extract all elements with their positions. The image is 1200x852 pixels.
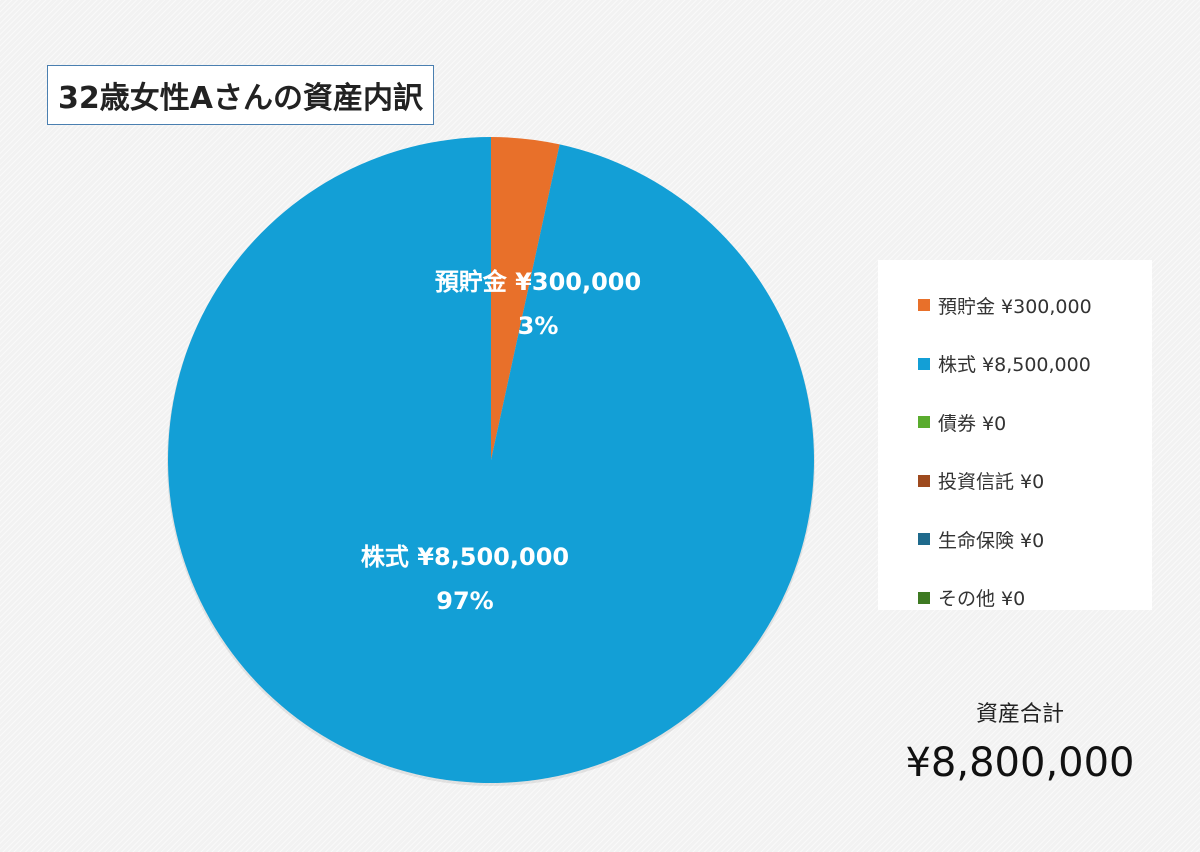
data-label-savings: 預貯金 ¥300,000 [435,268,641,296]
legend-label-savings: 預貯金 ¥300,000 [938,295,1092,318]
legend-item-investment-trusts: 投資信託 ¥0 [918,452,1152,511]
legend-swatch-bonds [918,416,930,429]
percent-label-savings: 3% [518,312,559,340]
legend-swatch-other [918,591,930,604]
pie-slice-savings [491,137,560,460]
legend-label-stocks: 株式 ¥8,500,000 [938,354,1091,377]
legend-item-bonds: 債券 ¥0 [918,393,1152,452]
chart-title: 32歳女性Aさんの資産内訳 [47,65,434,125]
legend-item-savings: 預貯金 ¥300,000 [918,276,1152,335]
legend-label-bonds: 債券 ¥0 [938,412,1007,435]
legend-label-life-insurance: 生命保険 ¥0 [938,529,1045,552]
total-assets-label: 資産合計 [975,702,1064,727]
legend-label-other: その他 ¥0 [938,588,1026,611]
legend: 預貯金 ¥300,000 株式 ¥8,500,000 債券 ¥0 投資信託 ¥0… [878,260,1152,610]
legend-swatch-stocks [918,357,930,370]
pie-slice-stocks [167,137,814,784]
legend-label-investment-trusts: 投資信託 ¥0 [938,471,1045,494]
total-assets-value: ¥8,800,000 [905,740,1135,786]
legend-swatch-savings [918,299,930,312]
data-label-stocks: 株式 ¥8,500,000 [361,543,569,571]
percent-label-stocks: 97% [436,587,493,615]
legend-item-other: その他 ¥0 [918,569,1152,628]
legend-swatch-life-insurance [918,533,930,546]
legend-swatch-investment-trusts [918,474,930,487]
legend-item-life-insurance: 生命保険 ¥0 [918,510,1152,569]
legend-item-stocks: 株式 ¥8,500,000 [918,335,1152,394]
